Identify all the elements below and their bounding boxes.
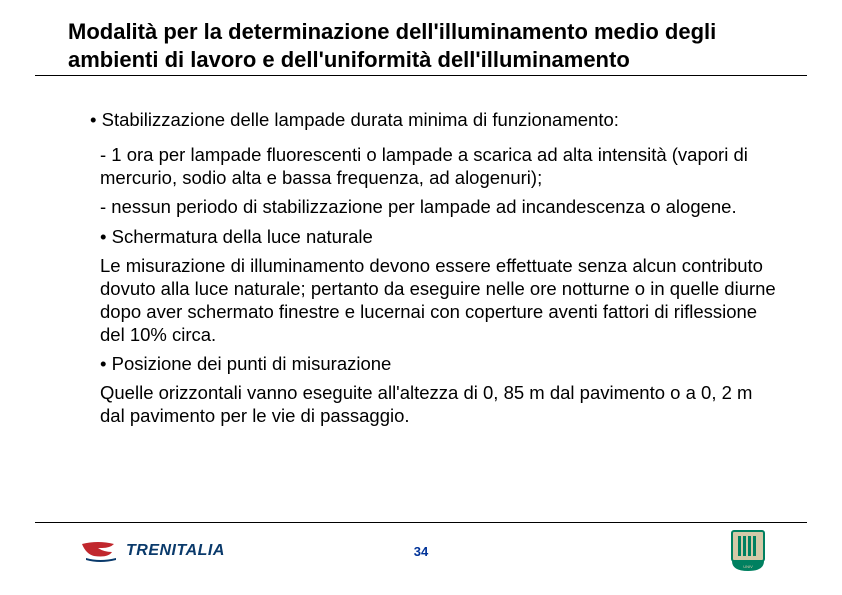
para-orizzontali: Quelle orizzontali vanno eseguite all'al…: [90, 381, 782, 427]
slide-header: Modalità per la determinazione dell'illu…: [35, 18, 807, 76]
page-number: 34: [414, 544, 428, 559]
para-nessun-periodo: - nessun periodo di stabilizzazione per …: [90, 195, 782, 218]
bullet-stabilizzazione: • Stabilizzazione delle lampade durata m…: [90, 108, 782, 131]
logo-trenitalia: TRENITALIA: [80, 538, 225, 564]
slide-title: Modalità per la determinazione dell'illu…: [35, 18, 807, 73]
footer-rule: [35, 522, 807, 523]
footer-row: TRENITALIA 34 UNIV: [35, 529, 807, 573]
trenitalia-mark-icon: [80, 538, 120, 564]
svg-text:UNIV: UNIV: [743, 564, 753, 569]
logo-university-icon: UNIV: [729, 529, 767, 573]
bullet-schermatura: • Schermatura della luce naturale: [90, 225, 782, 248]
logo-trenitalia-text: TRENITALIA: [126, 542, 225, 560]
para-1ora: - 1 ora per lampade fluorescenti o lampa…: [90, 143, 782, 189]
bullet-posizione: • Posizione dei punti di misurazione: [90, 352, 782, 375]
title-underline: [35, 75, 807, 76]
para-misurazione: Le misurazione di illuminamento devono e…: [90, 254, 782, 347]
slide-footer: TRENITALIA 34 UNIV: [35, 522, 807, 573]
slide-body: • Stabilizzazione delle lampade durata m…: [90, 108, 782, 434]
